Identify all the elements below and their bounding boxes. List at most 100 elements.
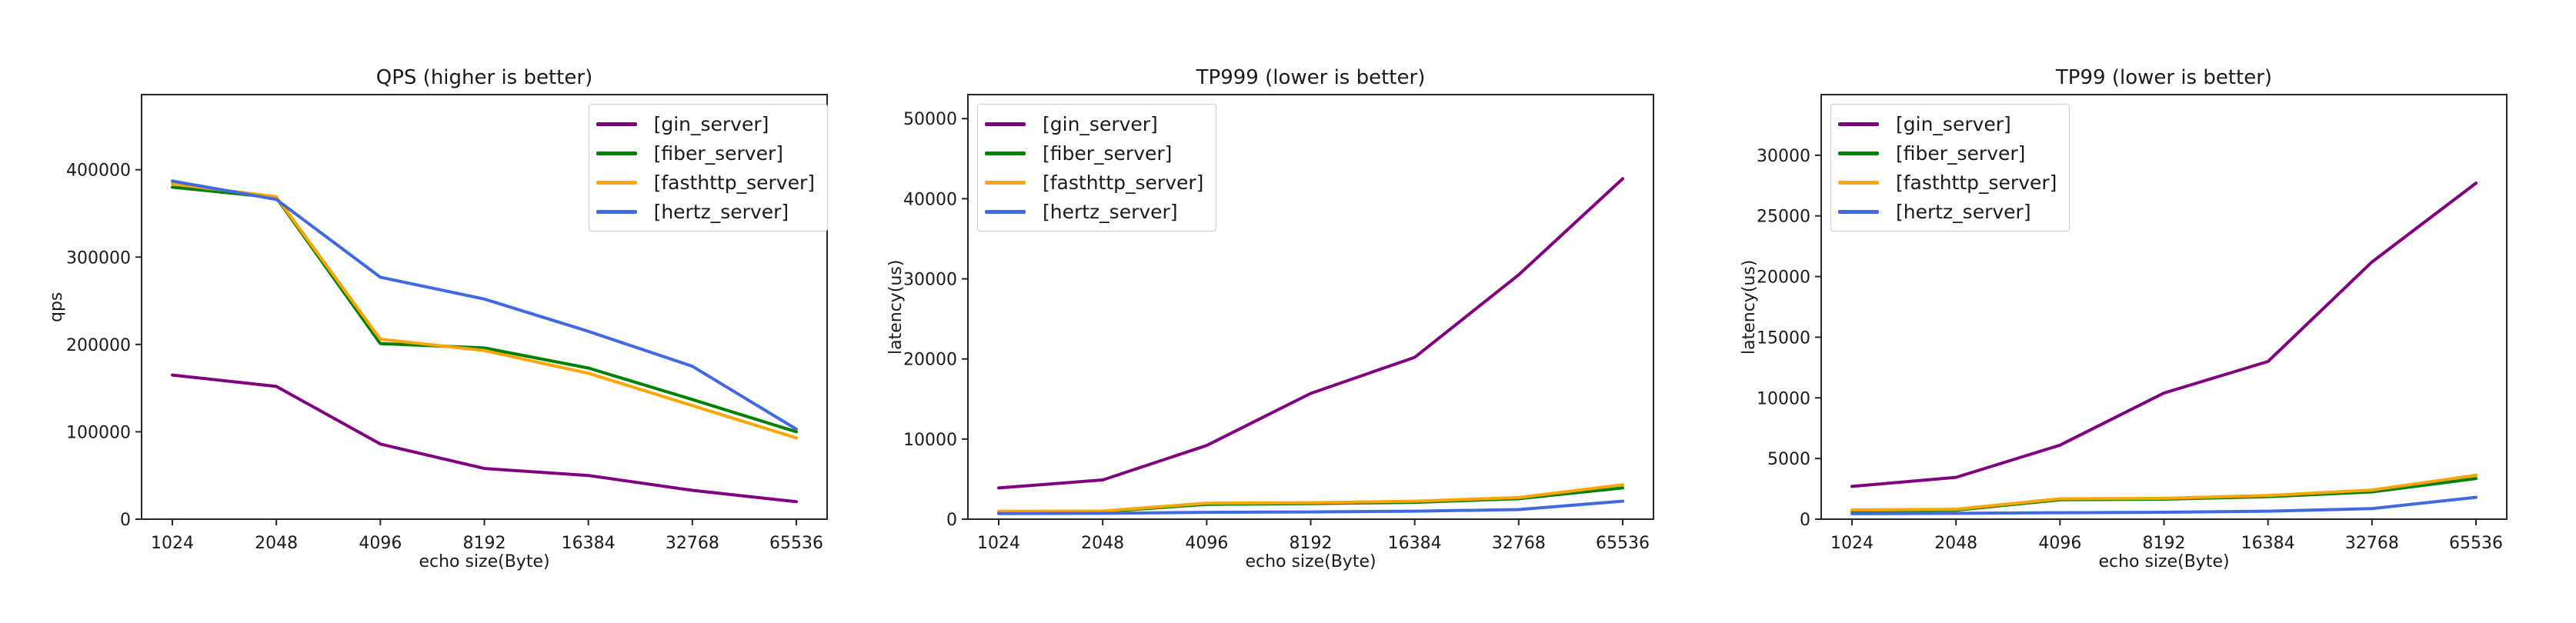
x-tick-label: 16384 [1388,534,1442,553]
series-line-hertz-server [171,179,798,431]
series-line-fasthttp-server [997,483,1624,513]
series-line-hertz-server [1850,495,2478,515]
legend-item-gin-server: [gin_server] [1838,109,2057,138]
y-tick-label: 25000 [1757,208,1810,227]
y-tick-label: 400000 [66,162,131,181]
legend-item-hertz-server: [hertz_server] [1838,197,2057,226]
legend-swatch-fasthttp-server [1838,180,1879,185]
legend-label-gin-server: [gin_server] [1043,112,1158,135]
x-axis-label-tp99: echo size(Byte) [2098,552,2230,571]
x-tick-label: 2048 [1934,534,1977,553]
legend-label-hertz-server: [hertz_server] [1043,200,1178,223]
legend-swatch-fiber-server [985,151,1026,155]
legend-item-fasthttp-server: [fasthttp_server] [596,168,815,197]
y-tick-label: 20000 [1757,268,1810,288]
x-tick-label: 65536 [769,534,823,553]
legend-item-fasthttp-server: [fasthttp_server] [985,168,1203,197]
legend-label-fasthttp-server: [fasthttp_server] [653,171,815,194]
x-tick-label: 32768 [2345,534,2399,553]
plot-area-tp99: 0 5000 10000 15000 20000 25000 30000 1024 2048 40… [1757,94,2508,553]
series-line-gin-server [171,373,798,504]
x-tick-label: 32768 [666,534,719,553]
y-tick-label: 200000 [66,336,131,355]
x-tick-label: 1024 [977,534,1020,553]
x-tick-label: 32768 [1492,534,1546,553]
series-line-fiber-server [1850,477,2478,512]
y-tick-label: 100000 [66,423,131,442]
y-tick-label: 300000 [66,248,131,268]
legend-label-gin-server: [gin_server] [653,112,769,135]
x-tick-label: 2048 [1081,534,1124,553]
plot-area-qps: 0 100000 200000 300000 400000 1024 2048 4096 819… [66,94,828,553]
y-tick-label: 0 [946,511,957,530]
legend-item-hertz-server: [hertz_server] [596,197,815,226]
legend-swatch-fasthttp-server [985,180,1026,185]
legend-item-gin-server: [gin_server] [985,109,1203,138]
y-tick-label: 50000 [903,110,957,129]
x-tick-label: 4096 [359,534,402,553]
legend-swatch-gin-server [596,122,637,126]
legend-item-fiber-server: [fiber_server] [985,138,1203,168]
x-tick-label: 1024 [151,534,194,553]
y-tick-label: 0 [120,511,131,530]
legend-swatch-hertz-server [985,209,1026,214]
x-tick-label: 4096 [1185,534,1228,553]
legend-tp999: [gin_server] [fiber_server] [fasthttp_se… [977,104,1217,232]
legend-label-hertz-server: [hertz_server] [1896,200,2031,223]
y-tick-label: 10000 [903,431,957,450]
legend-item-fasthttp-server: [fasthttp_server] [1838,168,2057,197]
y-tick-label: 20000 [903,351,957,370]
x-tick-label: 65536 [2449,534,2503,553]
y-tick-label: 30000 [1757,147,1810,166]
legend-item-fiber-server: [fiber_server] [596,138,815,168]
x-tick-label: 2048 [255,534,298,553]
legend-item-gin-server: [gin_server] [596,109,815,138]
x-tick-label: 8192 [463,534,506,553]
y-tick-label: 30000 [903,271,957,290]
series-line-gin-server [1850,182,2478,488]
chart-title-tp999: TP999 (lower is better) [1196,66,1426,89]
x-axis-label-qps: echo size(Byte) [419,552,550,571]
plot-area-tp999: 0 10000 20000 30000 40000 50000 1024 2048 4096 81… [903,94,1654,553]
series-line-fasthttp-server [1850,473,2478,511]
legend-swatch-hertz-server [1838,209,1879,214]
series-line-hertz-server [997,499,1624,515]
x-tick-label: 8192 [1290,534,1333,553]
legend-label-fiber-server: [fiber_server] [1043,142,1173,165]
y-tick-label: 15000 [1757,328,1810,348]
legend-label-fasthttp-server: [fasthttp_server] [1896,171,2057,194]
legend-label-fiber-server: [fiber_server] [653,142,783,165]
legend-swatch-gin-server [985,122,1026,126]
y-tick-label: 0 [1800,511,1810,530]
x-tick-label: 16384 [2241,534,2295,553]
legend-label-gin-server: [gin_server] [1896,112,2011,135]
legend-qps: [gin_server] [fiber_server] [fasthttp_se… [588,104,828,232]
y-axis-label-qps: qps [47,292,66,322]
y-tick-label: 5000 [1767,450,1810,469]
legend-item-hertz-server: [hertz_server] [985,197,1203,226]
legend-label-fiber-server: [fiber_server] [1896,142,2026,165]
series-line-fasthttp-server [171,182,798,440]
legend-label-fasthttp-server: [fasthttp_server] [1043,171,1204,194]
x-tick-label: 1024 [1830,534,1874,553]
y-axis-label-tp99: latency(us) [1740,259,1759,355]
legend-swatch-fasthttp-server [596,180,637,185]
y-axis-label-tp999: latency(us) [886,259,906,355]
legend-swatch-fiber-server [1838,151,1879,155]
x-tick-label: 65536 [1596,534,1650,553]
legend-swatch-fiber-server [596,151,637,155]
legend-swatch-gin-server [1838,122,1879,126]
chart-title-qps: QPS (higher is better) [375,66,593,89]
series-line-gin-server [997,177,1624,490]
y-tick-label: 40000 [903,190,957,209]
y-tick-label: 10000 [1757,389,1810,408]
legend-item-fiber-server: [fiber_server] [1838,138,2057,168]
legend-tp99: [gin_server] [fiber_server] [fasthttp_se… [1830,104,2070,232]
x-axis-label-tp999: echo size(Byte) [1245,552,1376,571]
chart-title-tp99: TP99 (lower is better) [2055,66,2273,89]
x-tick-label: 4096 [2038,534,2081,553]
x-tick-label: 8192 [2143,534,2186,553]
x-tick-label: 16384 [562,534,616,553]
